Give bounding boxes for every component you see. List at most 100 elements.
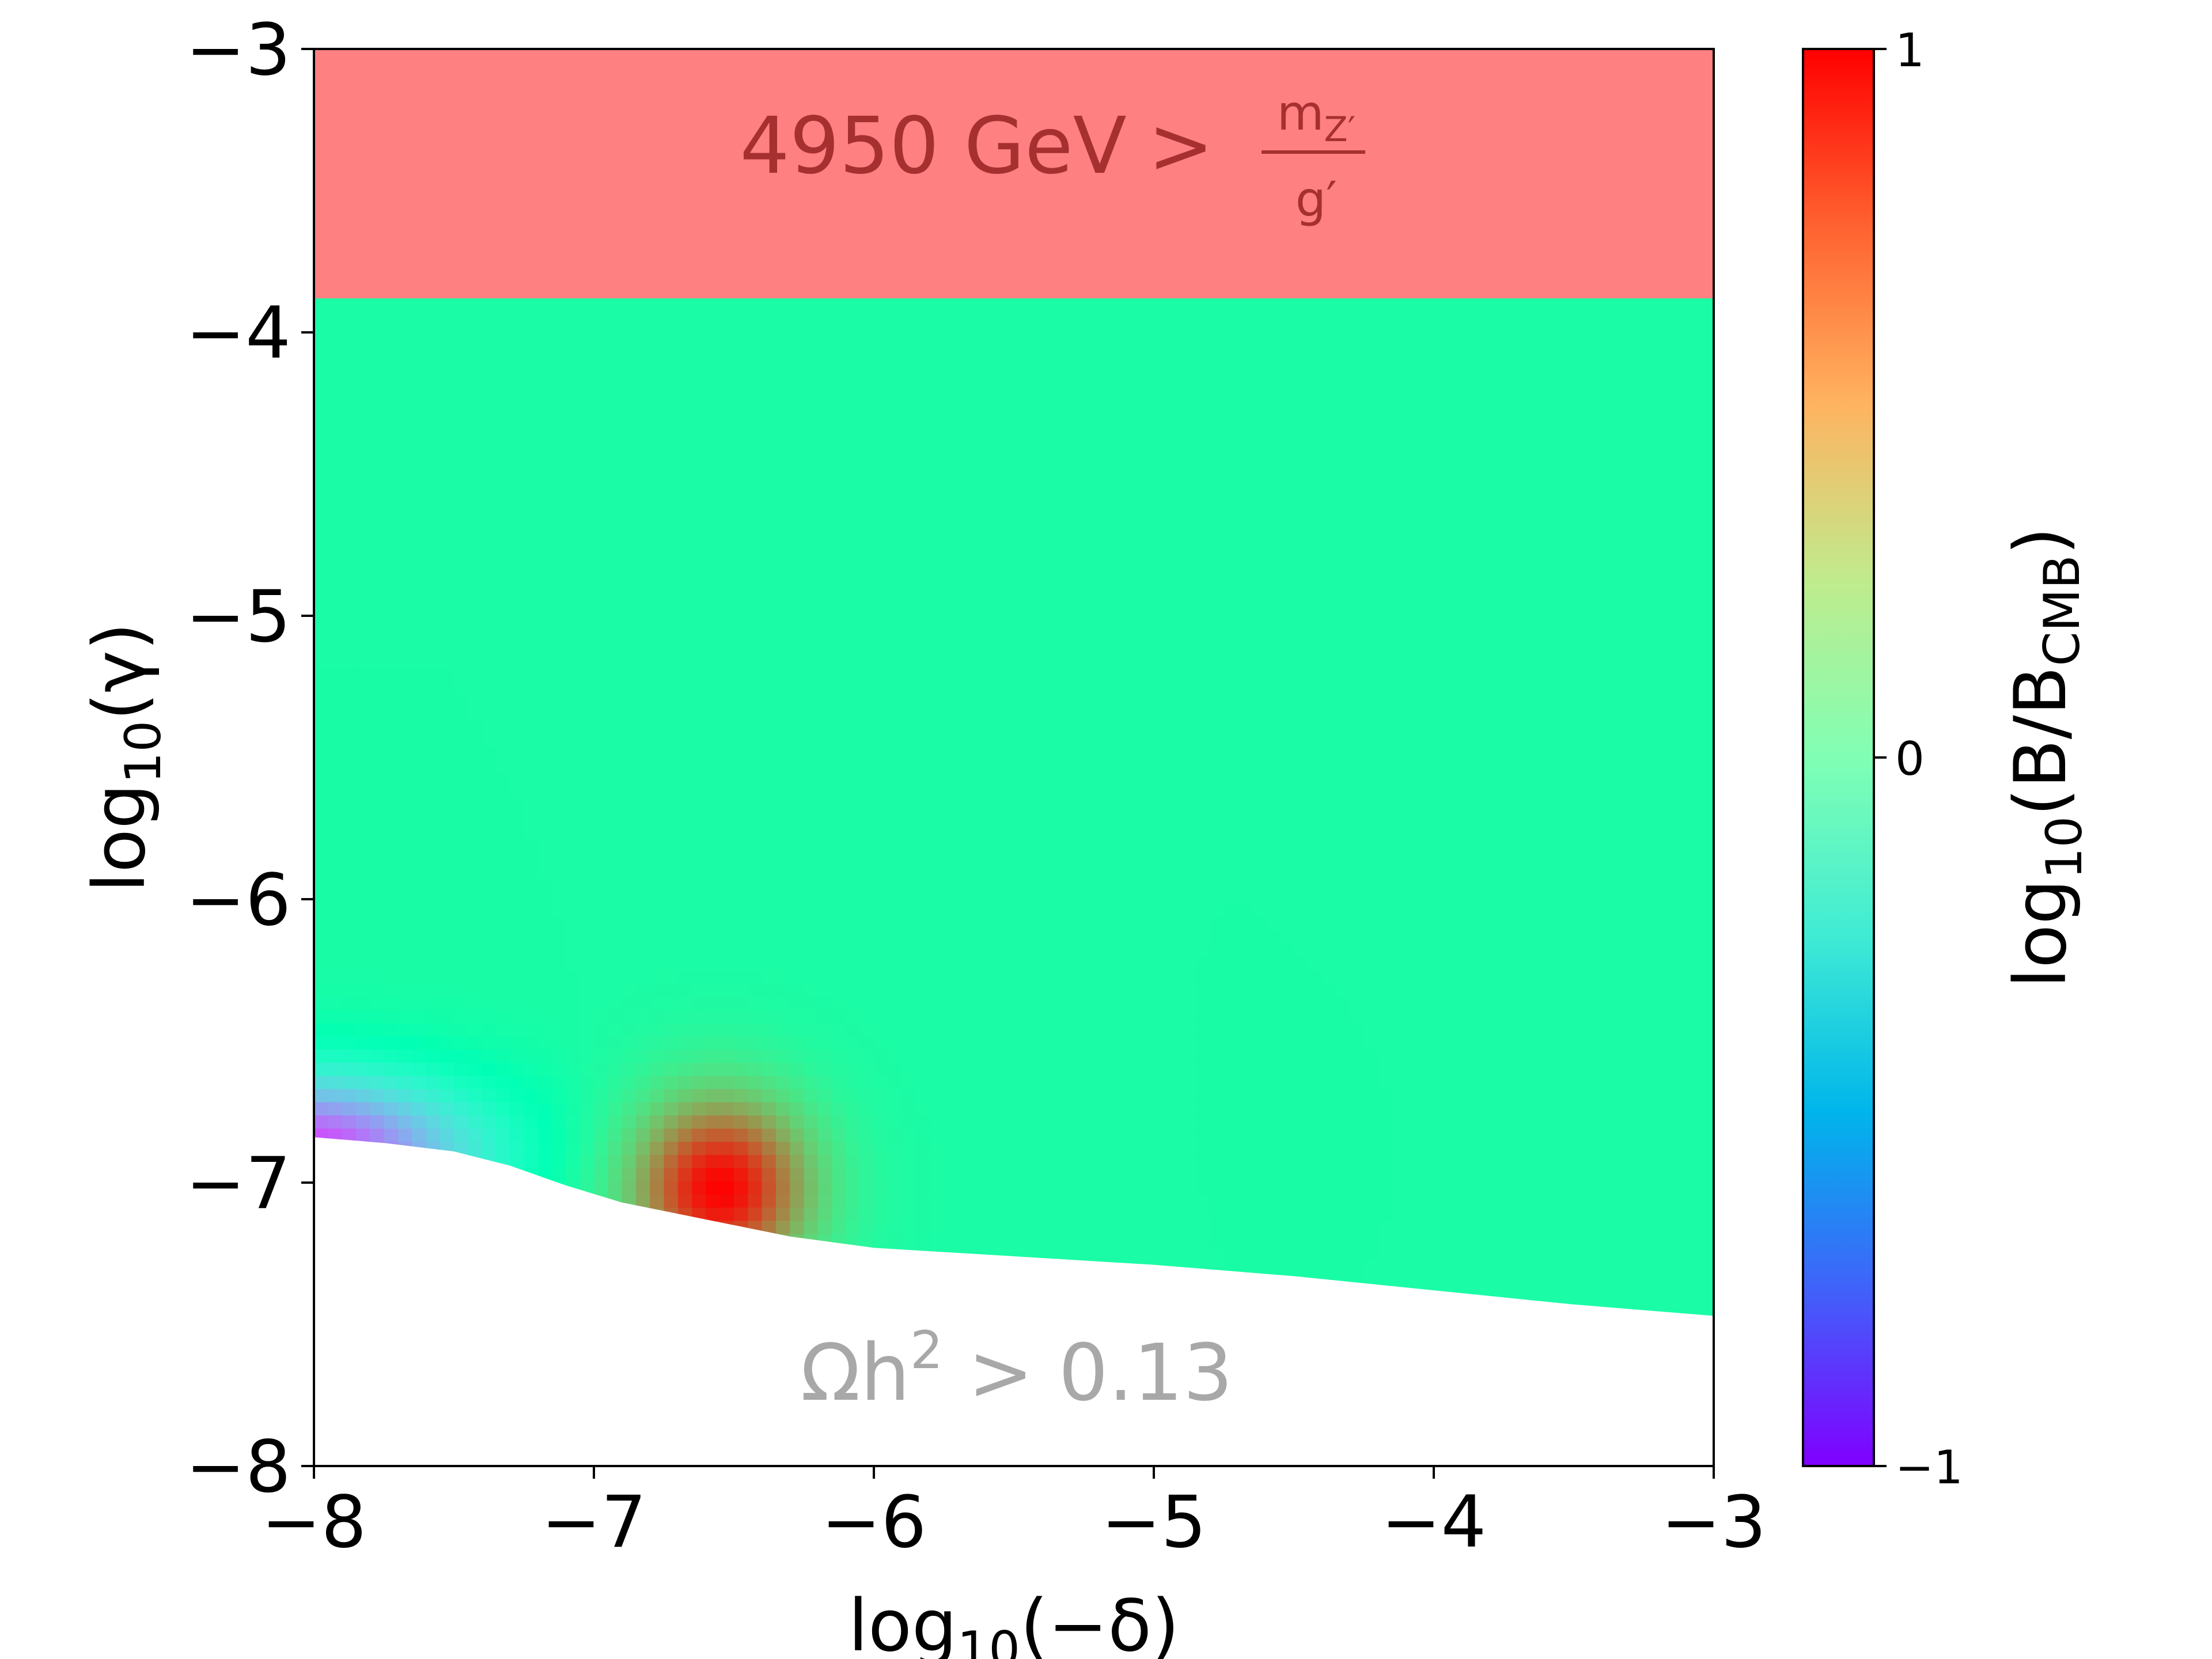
heatmap-cell	[412, 667, 427, 681]
heatmap-cell	[762, 627, 777, 642]
heatmap-cell	[524, 496, 539, 510]
heatmap-cell	[859, 1234, 874, 1248]
heatmap-cell	[902, 1050, 916, 1063]
heatmap-cell	[370, 588, 385, 603]
heatmap-cell	[1084, 509, 1099, 523]
heatmap-cell	[579, 522, 594, 536]
heatmap-cell	[930, 562, 945, 576]
heatmap-cell	[579, 588, 594, 603]
heatmap-cell	[524, 364, 539, 378]
heatmap-cell	[495, 707, 511, 721]
heatmap-cell	[944, 1207, 959, 1222]
heatmap-cell	[397, 601, 413, 616]
heatmap-cell	[412, 391, 427, 404]
heatmap-cell	[1028, 1036, 1043, 1051]
heatmap-cell	[1139, 1207, 1154, 1222]
heatmap-cell	[510, 338, 525, 352]
heatmap-cell	[622, 1142, 637, 1156]
heatmap-cell	[552, 324, 567, 339]
heatmap-cell	[510, 720, 525, 734]
heatmap-cell	[495, 364, 511, 378]
heatmap-cell	[734, 1142, 749, 1156]
heatmap-cell	[552, 1102, 567, 1116]
heatmap-cell	[817, 1168, 833, 1182]
heatmap-cell	[706, 1023, 721, 1037]
heatmap-cell	[804, 878, 819, 892]
heatmap-cell	[762, 944, 777, 958]
heatmap-cell	[999, 1234, 1014, 1248]
heatmap-cell	[902, 707, 916, 721]
heatmap-cell	[692, 351, 707, 365]
heatmap-cell	[397, 720, 413, 734]
heatmap-cell	[454, 851, 469, 866]
heatmap-cell	[370, 812, 385, 827]
heatmap-cell	[537, 403, 553, 418]
heatmap-cell	[972, 720, 987, 734]
heatmap-cell	[1070, 1062, 1085, 1077]
heatmap-cell	[524, 983, 539, 998]
heatmap-cell	[677, 456, 693, 471]
heatmap-cell	[608, 298, 623, 312]
heatmap-cell	[1126, 601, 1141, 616]
heatmap-cell	[999, 1102, 1014, 1116]
heatmap-cell	[930, 403, 945, 418]
heatmap-cell	[355, 957, 371, 971]
heatmap-cell	[1154, 720, 1169, 734]
heatmap-cell	[859, 1062, 874, 1077]
heatmap-cell	[328, 997, 343, 1011]
heatmap-cell	[355, 535, 371, 550]
heatmap-cell	[440, 680, 454, 695]
heatmap-cell	[1168, 694, 1183, 708]
heatmap-cell	[734, 548, 749, 563]
heatmap-cell	[537, 1075, 553, 1090]
heatmap-cell	[440, 351, 454, 365]
heatmap-cell	[677, 904, 693, 919]
heatmap-cell	[775, 364, 791, 378]
heatmap-cell	[342, 548, 357, 563]
heatmap-cell	[495, 772, 511, 787]
heatmap-cell	[482, 1089, 497, 1103]
heatmap-cell	[370, 931, 385, 945]
heatmap-cell	[440, 1075, 454, 1090]
heatmap-cell	[1041, 416, 1056, 431]
heatmap-cell	[972, 509, 987, 523]
heatmap-cell	[762, 970, 777, 984]
heatmap-cell	[635, 878, 651, 892]
heatmap-cell	[355, 997, 371, 1011]
heatmap-cell	[1084, 1023, 1099, 1037]
heatmap-cell	[1014, 443, 1029, 457]
heatmap-cell	[482, 825, 497, 839]
heatmap-cell	[1168, 483, 1183, 497]
heatmap-cell	[537, 799, 553, 813]
heatmap-cell	[1070, 983, 1085, 998]
heatmap-cell	[579, 667, 594, 681]
heatmap-cell	[495, 891, 511, 906]
heatmap-cell	[468, 1062, 483, 1077]
heatmap-cell	[734, 443, 749, 457]
heatmap-cell	[1139, 694, 1154, 708]
heatmap-cell	[706, 1194, 721, 1209]
heatmap-cell	[775, 1128, 791, 1143]
heatmap-cell	[440, 970, 454, 984]
heatmap-cell	[1084, 1115, 1099, 1130]
heatmap-cell	[846, 548, 861, 563]
heatmap-cell	[832, 654, 847, 668]
heatmap-cell	[1126, 430, 1141, 444]
heatmap-cell	[902, 918, 916, 932]
heatmap-cell	[888, 799, 903, 813]
heatmap-cell	[384, 1115, 399, 1130]
heatmap-cell	[874, 1234, 889, 1248]
heatmap-cell	[384, 1036, 399, 1051]
heatmap-cell	[537, 983, 553, 998]
heatmap-cell	[915, 772, 931, 787]
heatmap-cell	[537, 970, 553, 984]
heatmap-cell	[495, 311, 511, 325]
heatmap-cell	[635, 654, 651, 668]
heatmap-cell	[454, 904, 469, 919]
heatmap-cell	[314, 496, 329, 510]
heatmap-cell	[524, 575, 539, 589]
heatmap-cell	[804, 891, 819, 906]
heatmap-cell	[1028, 1142, 1043, 1156]
heatmap-cell	[1041, 562, 1056, 576]
